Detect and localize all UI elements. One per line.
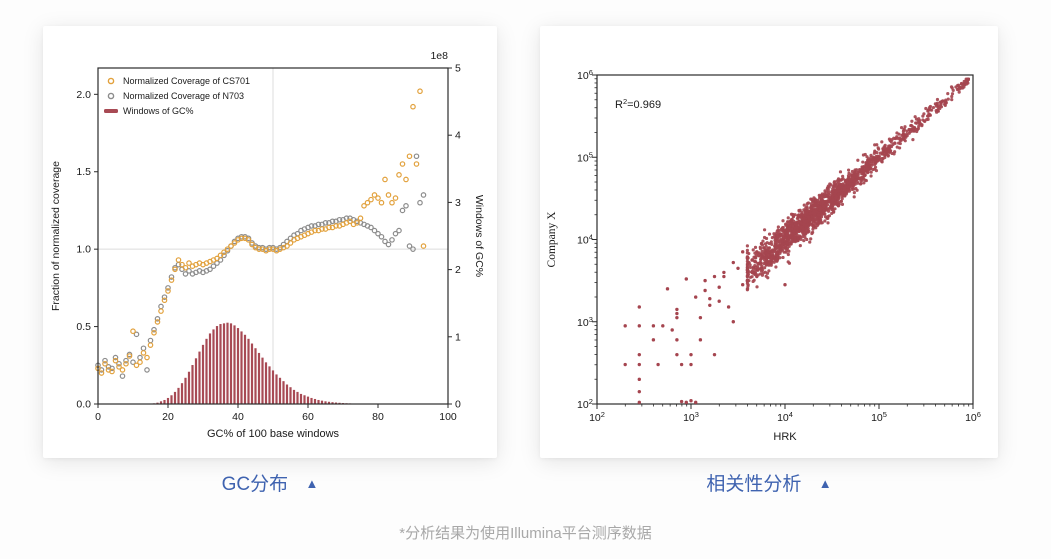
svg-text:103: 103 <box>683 410 699 424</box>
svg-text:GC% of 100 base windows: GC% of 100 base windows <box>207 428 340 440</box>
svg-text:0: 0 <box>95 411 101 423</box>
svg-text:4: 4 <box>455 130 461 142</box>
gc-section-title: GC分布 <box>221 474 289 495</box>
svg-text:HRK: HRK <box>773 431 797 443</box>
svg-text:0: 0 <box>455 399 461 411</box>
svg-text:0.5: 0.5 <box>76 321 91 333</box>
svg-text:2: 2 <box>455 264 461 276</box>
correlation-section-toggle[interactable]: 相关性分析 ▲ <box>540 470 998 500</box>
svg-text:100: 100 <box>439 411 457 423</box>
svg-text:Windows of GC%: Windows of GC% <box>123 106 194 116</box>
gc-section-toggle[interactable]: GC分布 ▲ <box>43 470 497 500</box>
svg-text:R2=0.969: R2=0.969 <box>615 97 661 111</box>
correlation-section-title: 相关性分析 <box>706 474 802 495</box>
svg-text:5: 5 <box>455 63 461 75</box>
svg-text:40: 40 <box>232 411 244 423</box>
svg-text:0.0: 0.0 <box>76 399 91 411</box>
svg-text:1e8: 1e8 <box>430 50 448 62</box>
svg-text:106: 106 <box>577 68 593 82</box>
svg-text:3: 3 <box>455 197 461 209</box>
svg-text:Windows of GC%: Windows of GC% <box>473 195 485 277</box>
correlation-card: 102 103 104 105 106 102 103 104 105 106 HRK Company… <box>540 26 998 458</box>
svg-text:102: 102 <box>577 397 593 411</box>
svg-text:1.0: 1.0 <box>76 244 91 256</box>
collapse-arrow-icon: ▲ <box>818 476 832 491</box>
svg-text:Normalized Coverage of CS701: Normalized Coverage of CS701 <box>123 76 250 86</box>
gc-distribution-card: 0 20 40 60 80 100 0.0 0.5 1.0 1.5 2.0 0 1 2 3 4 5 1e8 GC% … <box>43 26 497 458</box>
svg-text:Fraction of normalized coverag: Fraction of normalized coverage <box>50 161 62 311</box>
captions-row: GC分布 ▲ 相关性分析 ▲ <box>0 470 1051 502</box>
svg-text:102: 102 <box>589 410 605 424</box>
gc-distribution-chart: 0 20 40 60 80 100 0.0 0.5 1.0 1.5 2.0 0 1 2 3 4 5 1e8 GC% … <box>50 50 485 440</box>
svg-text:1.5: 1.5 <box>76 166 91 178</box>
svg-text:1: 1 <box>455 331 461 343</box>
svg-text:105: 105 <box>871 410 887 424</box>
svg-text:104: 104 <box>577 233 593 247</box>
collapse-arrow-icon: ▲ <box>305 476 319 491</box>
svg-text:60: 60 <box>302 411 314 423</box>
svg-text:104: 104 <box>777 410 793 424</box>
correlation-chart: 102 103 104 105 106 102 103 104 105 106 HRK Company… <box>546 68 981 443</box>
svg-text:Company X: Company X <box>546 211 558 268</box>
svg-text:80: 80 <box>372 411 384 423</box>
analysis-footnote: *分析结果为使用Illumina平台测序数据 <box>399 525 652 542</box>
svg-text:2.0: 2.0 <box>76 89 91 101</box>
svg-text:20: 20 <box>162 411 174 423</box>
svg-text:Normalized Coverage of N703: Normalized Coverage of N703 <box>123 91 244 101</box>
svg-text:105: 105 <box>577 150 593 164</box>
svg-text:103: 103 <box>577 315 593 329</box>
svg-text:106: 106 <box>965 410 981 424</box>
